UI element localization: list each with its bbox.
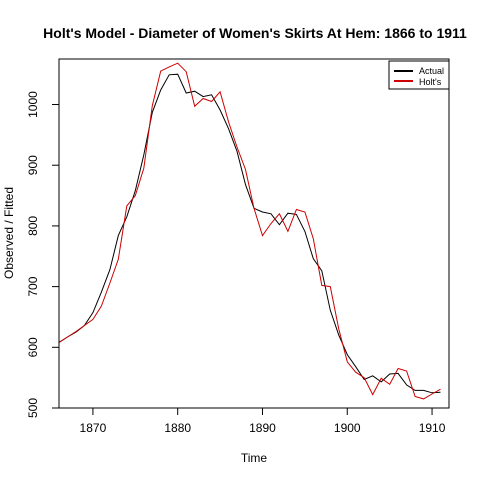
legend: Actual Holt's (388, 60, 450, 90)
y-tick-label: 800 (26, 216, 40, 236)
legend-label-holts: Holt's (419, 77, 442, 87)
series-line-holts (58, 62, 441, 400)
x-tick-label: 1880 (164, 421, 191, 435)
x-axis-label: Time (241, 451, 268, 465)
x-tick-label: 1870 (80, 421, 107, 435)
y-axis-ticks: 500 600 700 800 900 1000 (26, 91, 59, 418)
x-tick-label: 1900 (334, 421, 361, 435)
y-axis-label: Observed / Fitted (2, 187, 16, 279)
x-axis-ticks: 1870 1880 1890 1900 1910 (80, 408, 446, 435)
y-tick-label: 600 (26, 337, 40, 357)
series-line-actual (58, 73, 441, 394)
plot-area (58, 62, 441, 400)
chart-title: Holt's Model - Diameter of Women's Skirt… (43, 25, 467, 41)
y-tick-label: 900 (26, 155, 40, 175)
x-tick-label: 1910 (419, 421, 446, 435)
y-tick-label: 1000 (26, 91, 40, 118)
y-tick-label: 700 (26, 276, 40, 296)
x-tick-label: 1890 (249, 421, 276, 435)
legend-box (388, 60, 450, 90)
legend-label-actual: Actual (419, 66, 444, 76)
y-tick-label: 500 (26, 398, 40, 418)
